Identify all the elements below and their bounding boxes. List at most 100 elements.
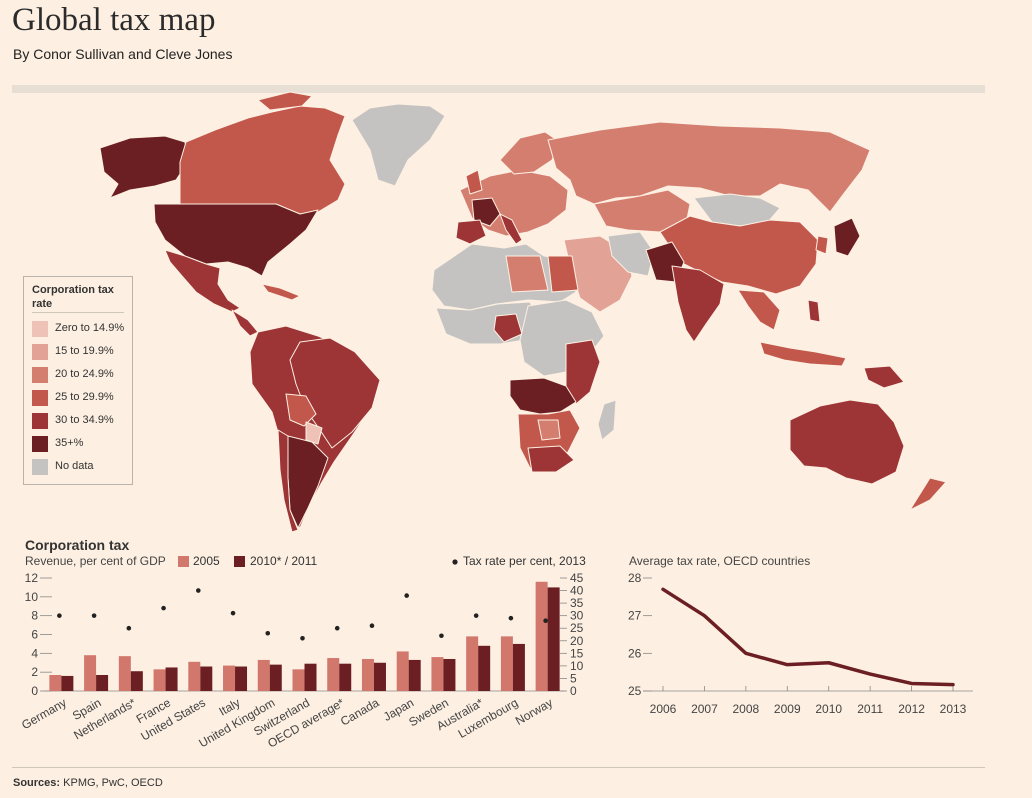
y-tick-label: 28 <box>628 571 642 585</box>
map-legend: Corporation tax rate Zero to 14.9% 15 to… <box>23 276 133 485</box>
tax-rate-dot <box>265 630 271 636</box>
map-russia <box>547 121 871 213</box>
bar-2010-2011 <box>235 666 248 691</box>
legend-swatch <box>32 413 48 429</box>
bar-2010-2011 <box>96 674 109 691</box>
bar-chart-subtitle: Revenue, per cent of GDP <box>25 554 166 568</box>
x-tick-label: 2013 <box>940 702 967 716</box>
legend-swatch <box>32 390 48 406</box>
map-iran <box>607 231 655 277</box>
y-tick-label: 2 <box>31 665 38 679</box>
bar-2005 <box>188 661 201 691</box>
bar-2005 <box>223 665 236 691</box>
y-tick-label: 26 <box>628 646 642 660</box>
map-australia <box>789 399 905 485</box>
bar-2005 <box>153 669 166 691</box>
y2-tick-label: 35 <box>570 596 584 610</box>
map-korea <box>815 235 829 255</box>
y-tick-label: 4 <box>31 646 38 660</box>
sources-text: KPMG, PwC, OECD <box>63 777 163 789</box>
bar-2010-2011 <box>443 658 456 691</box>
legend-label: 35+% <box>55 437 84 449</box>
tax-rate-dot <box>57 613 62 618</box>
y2-tick-label: 0 <box>570 684 577 698</box>
map-legend-divider <box>32 312 124 313</box>
y2-tick-label: 10 <box>570 659 584 673</box>
bar-chart-title: Corporation tax <box>25 537 130 553</box>
bar-2010-2011 <box>408 659 421 691</box>
map-india <box>671 265 725 343</box>
top-divider <box>12 85 985 93</box>
map-brazil <box>289 337 381 449</box>
x-tick-label: 2011 <box>857 702 883 716</box>
x-tick-label: 2008 <box>733 702 760 716</box>
legend-label: 25 to 29.9% <box>55 391 114 403</box>
map-philippines <box>807 299 821 323</box>
map-libya <box>505 255 549 293</box>
x-tick-label: 2009 <box>774 702 801 716</box>
bar-2010-2011 <box>269 664 282 691</box>
map-nigeria <box>493 313 523 343</box>
bar-2005 <box>84 655 97 691</box>
bar-2010-2011 <box>304 663 317 691</box>
y2-tick-label: 20 <box>570 634 584 648</box>
tax-rate-dot <box>230 610 236 616</box>
bar-2005 <box>327 658 340 691</box>
legend-label: No data <box>55 460 94 472</box>
legend-swatch <box>32 459 48 475</box>
x-tick-label: 2006 <box>650 702 677 716</box>
world-map <box>99 91 947 533</box>
y2-tick-label: 40 <box>570 584 584 598</box>
map-bolivia <box>285 393 317 427</box>
y-tick-label: 25 <box>628 684 642 698</box>
map-south-africa <box>527 445 575 473</box>
tax-rate-dot <box>91 613 97 618</box>
map-alaska <box>99 135 189 199</box>
y2-tick-label: 15 <box>570 646 584 660</box>
map-new-zealand <box>909 477 947 511</box>
map-greenland <box>351 103 446 187</box>
oecd-average-line <box>661 587 955 687</box>
x-tick-label: 2012 <box>898 702 925 716</box>
legend-label: 20 to 24.9% <box>55 368 114 380</box>
x-tick-label: 2010 <box>815 702 842 716</box>
bar-2005 <box>118 656 131 691</box>
tax-rate-dot <box>543 618 548 623</box>
legend-swatch <box>32 367 48 383</box>
map-madagascar <box>597 399 617 441</box>
y2-tick-label: 25 <box>570 621 584 635</box>
map-chile <box>277 429 299 533</box>
tax-rate-dot <box>473 613 479 618</box>
y-tick-label: 6 <box>31 628 38 642</box>
bar-2010-2011 <box>512 643 525 691</box>
bar-2010-2011 <box>165 667 178 691</box>
legend-label: 15 to 19.9% <box>55 345 114 357</box>
map-se-asia <box>737 289 781 331</box>
map-spain <box>455 219 487 245</box>
legend-swatch <box>32 321 48 337</box>
map-usa <box>153 203 319 277</box>
tax-rate-dot <box>300 635 305 641</box>
x-tick-label: 2007 <box>691 702 718 716</box>
legend-swatch-2005 <box>178 556 189 567</box>
map-uk <box>465 169 483 195</box>
tax-rate-dot <box>508 615 514 621</box>
bar-2010-2011 <box>373 662 386 691</box>
y-tick-label: 0 <box>31 684 38 698</box>
bar-2010-2011 <box>547 587 560 691</box>
legend-label-tax-rate: Tax rate per cent, 2013 <box>463 554 586 568</box>
y-tick-label: 27 <box>628 609 642 623</box>
bar-2005 <box>361 658 374 691</box>
tax-rate-dot <box>196 588 201 593</box>
legend-label-2005: 2005 <box>193 554 220 568</box>
y2-tick-label: 5 <box>570 671 577 685</box>
bar-2010-2011 <box>61 675 74 691</box>
page-title: Global tax map <box>12 2 216 38</box>
map-canada-north <box>257 91 313 111</box>
sources-note: Sources: KPMG, PwC, OECD <box>13 777 163 789</box>
bar-2005 <box>500 636 513 691</box>
map-france <box>471 197 501 227</box>
bar-2005 <box>466 636 479 691</box>
